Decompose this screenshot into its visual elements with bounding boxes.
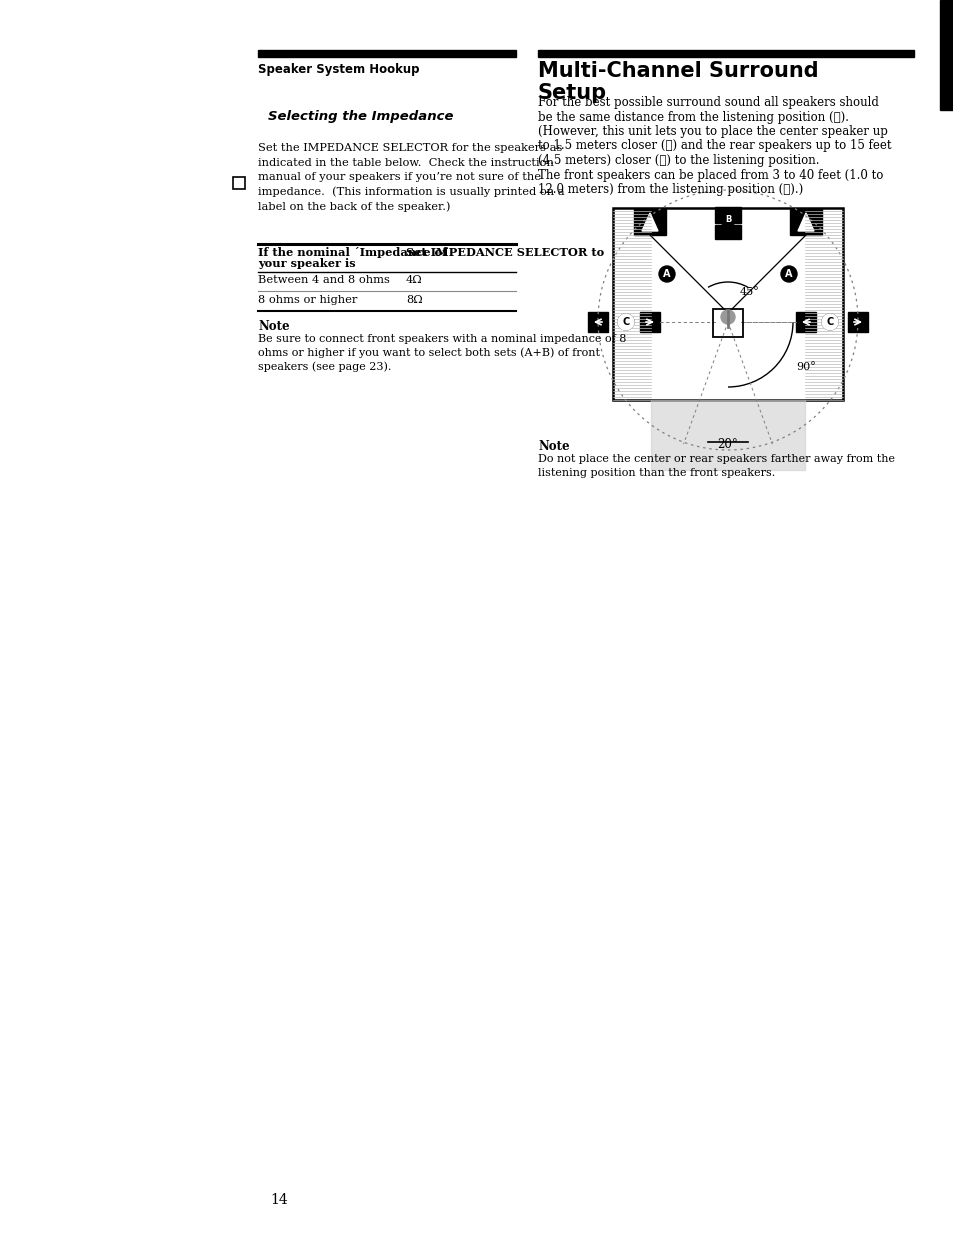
- Bar: [712, 309, 742, 337]
- Circle shape: [720, 213, 734, 227]
- Bar: [587, 312, 607, 332]
- Polygon shape: [641, 213, 658, 231]
- Circle shape: [720, 309, 734, 324]
- Bar: [714, 224, 740, 239]
- Text: Set IMPEDANCE SELECTOR to: Set IMPEDANCE SELECTOR to: [406, 247, 603, 258]
- Bar: [847, 312, 867, 332]
- Text: manual of your speakers if you’re not sure of the: manual of your speakers if you’re not su…: [257, 171, 540, 182]
- Text: your speaker is: your speaker is: [257, 258, 355, 269]
- Text: 90°: 90°: [796, 363, 815, 372]
- Polygon shape: [797, 213, 813, 231]
- Bar: [650, 399, 804, 470]
- Text: Selecting the Impedance: Selecting the Impedance: [268, 110, 453, 123]
- Text: Note: Note: [537, 440, 569, 453]
- Text: 20°: 20°: [717, 438, 738, 451]
- Bar: [795, 312, 815, 332]
- Text: (However, this unit lets you to place the center speaker up: (However, this unit lets you to place th…: [537, 125, 887, 138]
- Text: label on the back of the speaker.): label on the back of the speaker.): [257, 201, 450, 212]
- Text: 8 ohms or higher: 8 ohms or higher: [257, 295, 357, 305]
- Bar: [634, 210, 665, 236]
- Bar: [257, 51, 516, 57]
- Bar: [613, 208, 842, 399]
- Text: Note: Note: [257, 321, 290, 333]
- Text: 14: 14: [270, 1194, 288, 1207]
- Text: B: B: [724, 216, 730, 224]
- Text: A: A: [662, 269, 670, 279]
- Circle shape: [618, 314, 634, 330]
- Bar: [939, 0, 953, 110]
- Text: speakers (see page 23).: speakers (see page 23).: [257, 361, 391, 371]
- Text: listening position than the front speakers.: listening position than the front speake…: [537, 467, 775, 477]
- Text: C: C: [621, 317, 629, 327]
- Text: Do not place the center or rear speakers farther away from the: Do not place the center or rear speakers…: [537, 454, 894, 464]
- Bar: [789, 210, 821, 236]
- Text: to 1.5 meters closer (Ⓑ) and the rear speakers up to 15 feet: to 1.5 meters closer (Ⓑ) and the rear sp…: [537, 139, 890, 153]
- Text: Be sure to connect front speakers with a nominal impedance of 8: Be sure to connect front speakers with a…: [257, 334, 626, 344]
- Text: For the best possible surround sound all speakers should: For the best possible surround sound all…: [537, 96, 878, 109]
- Text: Setup: Setup: [537, 83, 606, 104]
- Bar: [714, 207, 740, 223]
- Circle shape: [659, 266, 675, 282]
- Bar: [233, 178, 245, 189]
- Text: 45°: 45°: [740, 287, 760, 297]
- Text: 12.0 meters) from the listening position (Ⓐ).): 12.0 meters) from the listening position…: [537, 182, 802, 196]
- Bar: [537, 51, 913, 57]
- Text: Speaker System Hookup: Speaker System Hookup: [257, 63, 419, 76]
- Text: be the same distance from the listening position (Ⓐ).: be the same distance from the listening …: [537, 111, 848, 123]
- Text: 4Ω: 4Ω: [406, 275, 422, 285]
- Circle shape: [821, 314, 837, 330]
- Text: C: C: [825, 317, 833, 327]
- Text: A: A: [784, 269, 792, 279]
- Circle shape: [781, 266, 796, 282]
- Bar: [639, 312, 659, 332]
- Text: The front speakers can be placed from 3 to 40 feet (1.0 to: The front speakers can be placed from 3 …: [537, 169, 882, 181]
- Text: ohms or higher if you want to select both sets (A+B) of front: ohms or higher if you want to select bot…: [257, 348, 599, 358]
- Text: Set the IMPEDANCE SELECTOR for the speakers as: Set the IMPEDANCE SELECTOR for the speak…: [257, 143, 561, 153]
- Text: Between 4 and 8 ohms: Between 4 and 8 ohms: [257, 275, 390, 285]
- Text: 8Ω: 8Ω: [406, 295, 422, 305]
- Text: If the nominal ˊImpedance of: If the nominal ˊImpedance of: [257, 247, 447, 258]
- Text: (4.5 meters) closer (Ⓒ) to the listening position.: (4.5 meters) closer (Ⓒ) to the listening…: [537, 154, 819, 166]
- Text: impedance.  (This information is usually printed on a: impedance. (This information is usually …: [257, 186, 564, 197]
- Text: Multi-Channel Surround: Multi-Channel Surround: [537, 60, 818, 81]
- Text: indicated in the table below.  Check the instruction: indicated in the table below. Check the …: [257, 158, 554, 168]
